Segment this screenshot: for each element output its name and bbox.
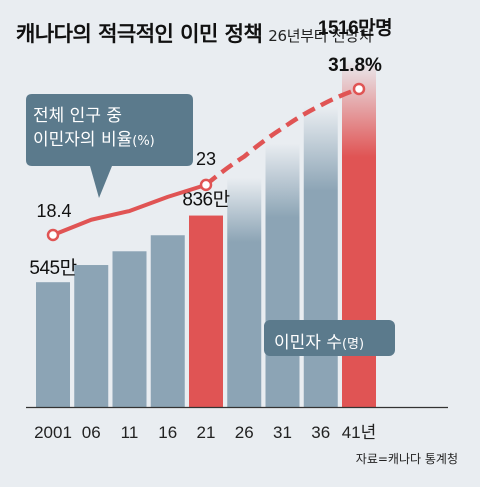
legend-label: 이민자 수 [274,333,342,353]
x-tick-label-1: 06 [82,423,101,442]
x-tick-label-7: 36 [311,423,330,442]
bar-16 [151,235,185,407]
source-note: 자료=캐나다 통계청 [356,450,458,467]
x-tick-label-3: 16 [158,423,177,442]
callout-unit: (%) [132,134,155,149]
bar-36 [304,107,338,407]
bar-series-legend-text: 이민자 수(명) [274,328,364,353]
ratio-data-label-41년: 31.8% [328,55,382,76]
ratio-marker-41년 [354,84,364,94]
x-tick-label-4: 21 [197,423,216,442]
bar-26 [227,178,261,407]
x-tick-label-6: 31 [273,423,292,442]
ratio-marker-21 [201,180,211,190]
bar-data-label-2001: 545만 [29,257,76,279]
bar-31 [266,144,300,407]
bar-2001 [36,282,70,407]
ratio-data-label-2001: 18.4 [36,201,71,221]
bar-11 [113,251,147,407]
x-tick-label-2: 11 [121,423,139,442]
x-tick-label-5: 26 [235,423,254,442]
callout-line1: 전체 인구 중 [33,104,155,128]
callout-line2: 이민자의 비율 [33,130,132,150]
legend-unit: (명) [342,337,364,352]
bar-21 [189,216,223,407]
x-tick-label-8: 41년 [342,423,377,442]
ratio-data-label-21: 23 [196,149,216,169]
bar-data-label-41년: 1516만명 [318,17,392,39]
line-series-callout-text: 전체 인구 중 이민자의 비율(%) [33,104,155,154]
bar-06 [74,265,108,407]
x-tick-label-0: 2001 [34,423,72,442]
ratio-marker-2001 [48,230,58,240]
